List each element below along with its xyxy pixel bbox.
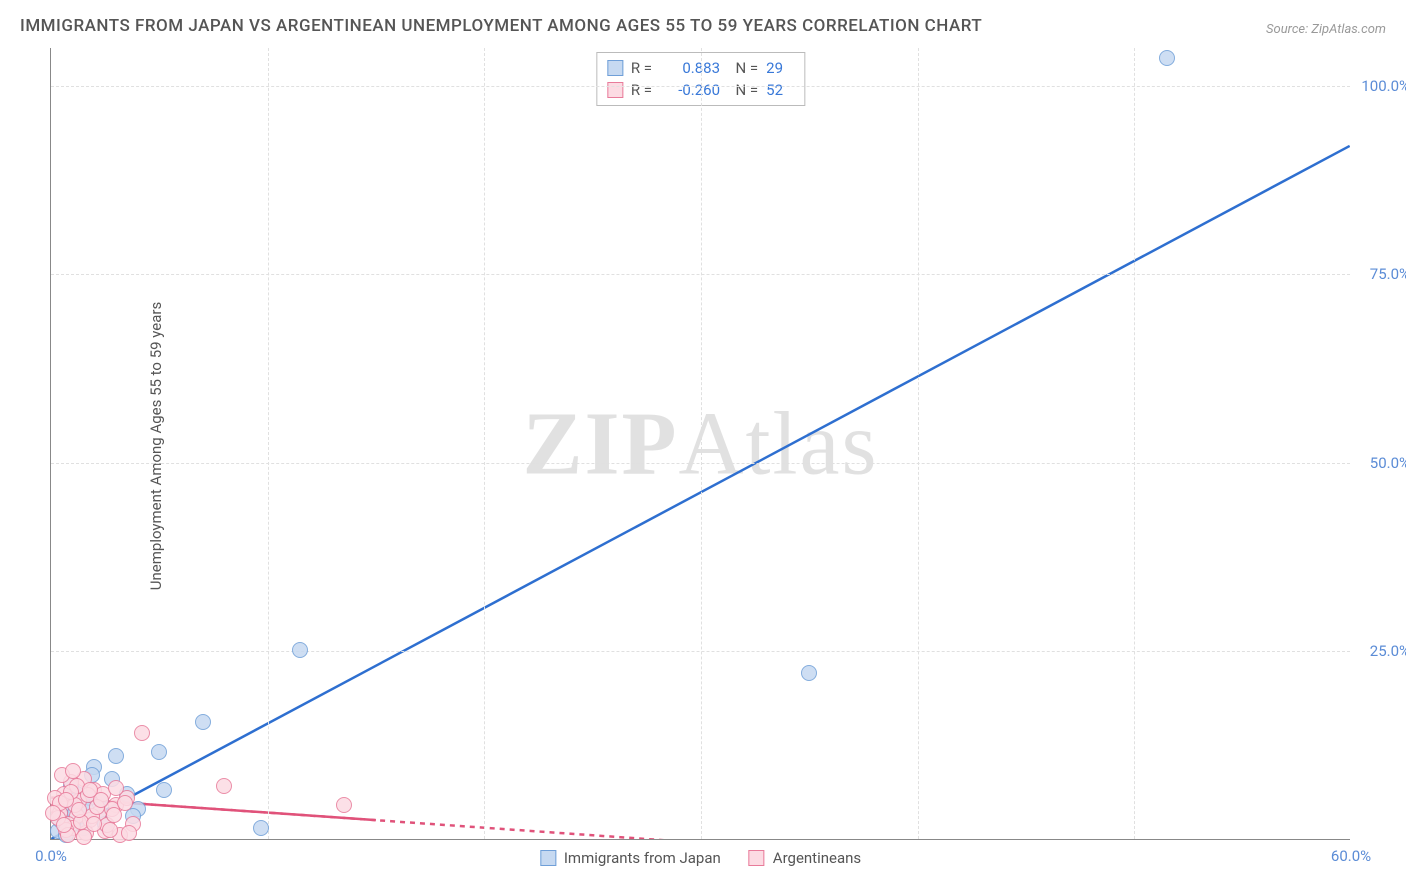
data-point <box>134 725 150 741</box>
gridline-v <box>268 48 269 839</box>
legend-n-value: 52 <box>766 81 794 99</box>
data-point <box>253 820 269 836</box>
legend-series: Immigrants from Japan Argentineans <box>540 849 861 867</box>
legend-swatch <box>607 82 623 98</box>
legend-n-label: N = <box>728 59 758 77</box>
legend-swatch <box>749 850 765 866</box>
data-point <box>65 763 81 779</box>
ytick-label: 50.0% <box>1355 454 1406 472</box>
data-point <box>86 816 102 832</box>
data-point <box>71 802 87 818</box>
ytick-label: 100.0% <box>1355 77 1406 95</box>
ytick-label: 25.0% <box>1355 642 1406 660</box>
legend-swatch <box>540 850 556 866</box>
gridline-v <box>1134 48 1135 839</box>
data-point <box>108 748 124 764</box>
data-point <box>336 797 352 813</box>
data-point <box>82 782 98 798</box>
legend-series-item: Immigrants from Japan <box>540 849 721 867</box>
data-point <box>76 829 92 845</box>
legend-r-label: R = <box>631 81 652 99</box>
data-point <box>1159 50 1175 66</box>
chart-title: IMMIGRANTS FROM JAPAN VS ARGENTINEAN UNE… <box>20 16 982 36</box>
data-point <box>108 780 124 796</box>
legend-n-label: N = <box>728 81 758 99</box>
data-point <box>45 805 61 821</box>
data-point <box>216 778 232 794</box>
data-point <box>121 825 137 841</box>
data-point <box>151 744 167 760</box>
gridline-v <box>918 48 919 839</box>
data-point <box>292 642 308 658</box>
data-point <box>156 782 172 798</box>
data-point <box>102 822 118 838</box>
data-point <box>58 792 74 808</box>
data-point <box>801 665 817 681</box>
gridline-v <box>484 48 485 839</box>
data-point <box>195 714 211 730</box>
xtick-label: 60.0% <box>1331 847 1371 865</box>
legend-r-label: R = <box>631 59 652 77</box>
gridline-v <box>701 48 702 839</box>
plot-area: ZIPAtlas R =0.883 N =29R =-0.260 N =52 I… <box>50 48 1350 840</box>
legend-n-value: 29 <box>766 59 794 77</box>
legend-series-item: Argentineans <box>749 849 861 867</box>
legend-series-label: Immigrants from Japan <box>564 849 721 867</box>
legend-swatch <box>607 60 623 76</box>
source-label: Source: ZipAtlas.com <box>1266 22 1386 37</box>
legend-r-value: -0.260 <box>660 81 720 99</box>
data-point <box>117 795 133 811</box>
ytick-label: 75.0% <box>1355 265 1406 283</box>
legend-series-label: Argentineans <box>773 849 861 867</box>
xtick-label: 0.0% <box>35 847 67 865</box>
trend-line <box>51 798 700 839</box>
data-point <box>56 817 72 833</box>
legend-r-value: 0.883 <box>660 59 720 77</box>
